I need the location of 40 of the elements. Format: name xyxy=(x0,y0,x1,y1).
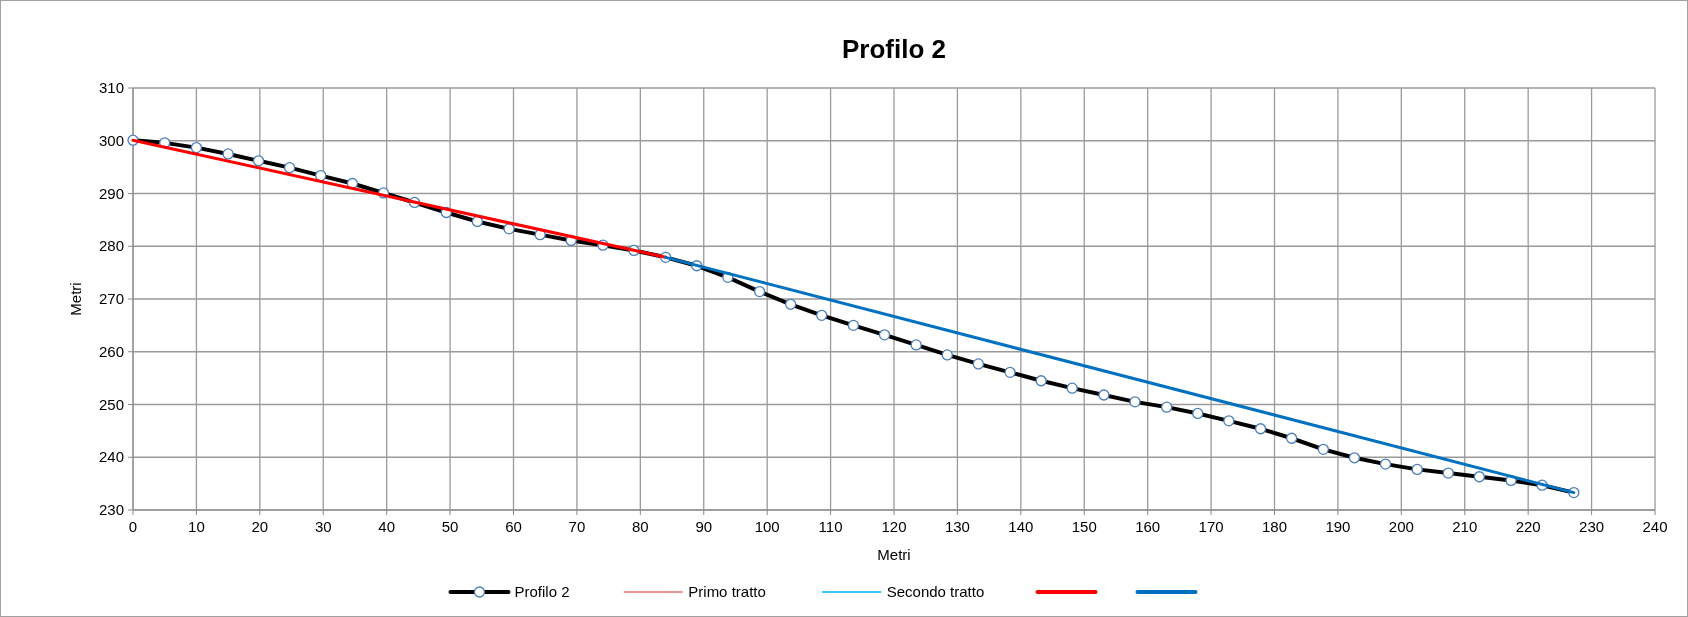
y-tick-label: 240 xyxy=(98,448,124,466)
x-tick-label: 0 xyxy=(128,518,138,535)
x-tick-label: 20 xyxy=(251,518,269,535)
x-tick-label: 120 xyxy=(881,518,907,535)
chart-title: Profilo 2 xyxy=(841,34,947,64)
y-tick-label: 310 xyxy=(98,79,124,96)
x-tick-label: 160 xyxy=(1135,518,1161,535)
y-tick-label: 300 xyxy=(98,131,124,149)
x-tick-label: 100 xyxy=(754,518,780,535)
y-axis-title: Metri xyxy=(67,282,84,316)
x-tick-label: 60 xyxy=(505,518,522,535)
x-tick-label: 240 xyxy=(1642,518,1668,535)
x-tick-label: 110 xyxy=(818,518,843,535)
x-tick-label: 170 xyxy=(1198,518,1224,535)
x-tick-label: 70 xyxy=(568,518,586,535)
x-tick-label: 190 xyxy=(1325,518,1351,535)
x-tick-label: 50 xyxy=(441,518,459,535)
legend-label: Secondo tratto xyxy=(886,583,985,600)
x-tick-label: 40 xyxy=(378,518,396,535)
y-tick-label: 250 xyxy=(98,395,124,413)
y-tick-label: 230 xyxy=(98,501,124,518)
y-tick-label: 290 xyxy=(98,184,124,202)
y-tick-label: 270 xyxy=(98,290,124,307)
x-tick-label: 200 xyxy=(1388,518,1414,535)
x-tick-label: 180 xyxy=(1261,518,1288,535)
x-tick-label: 210 xyxy=(1452,518,1478,535)
x-tick-label: 230 xyxy=(1579,518,1605,535)
x-tick-label: 80 xyxy=(631,518,649,535)
x-tick-label: 140 xyxy=(1008,518,1034,535)
x-tick-label: 220 xyxy=(1515,518,1541,535)
x-tick-label: 30 xyxy=(314,518,332,535)
x-tick-label: 150 xyxy=(1071,518,1097,535)
x-tick-label: 10 xyxy=(188,518,205,535)
x-tick-label: 90 xyxy=(695,518,713,535)
x-axis-title: Metri xyxy=(877,546,911,563)
y-tick-label: 280 xyxy=(98,237,124,255)
legend-label: Primo tratto xyxy=(688,583,766,600)
y-tick-label: 260 xyxy=(98,342,124,360)
legend-label: Profilo 2 xyxy=(514,583,570,600)
x-tick-label: 130 xyxy=(944,518,970,535)
